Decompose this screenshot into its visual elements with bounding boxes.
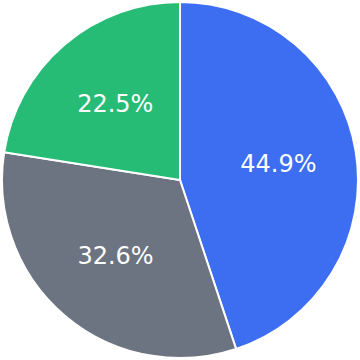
data-label: 22.5% xyxy=(77,90,153,118)
pie-chart: 44.9% 32.6% 22.5% xyxy=(0,0,360,360)
slice xyxy=(2,152,236,358)
slices xyxy=(2,2,358,358)
data-label: 32.6% xyxy=(77,242,153,270)
data-label: 44.9% xyxy=(240,150,316,178)
slice xyxy=(4,2,180,180)
data-labels: 44.9% 32.6% 22.5% xyxy=(77,90,316,270)
